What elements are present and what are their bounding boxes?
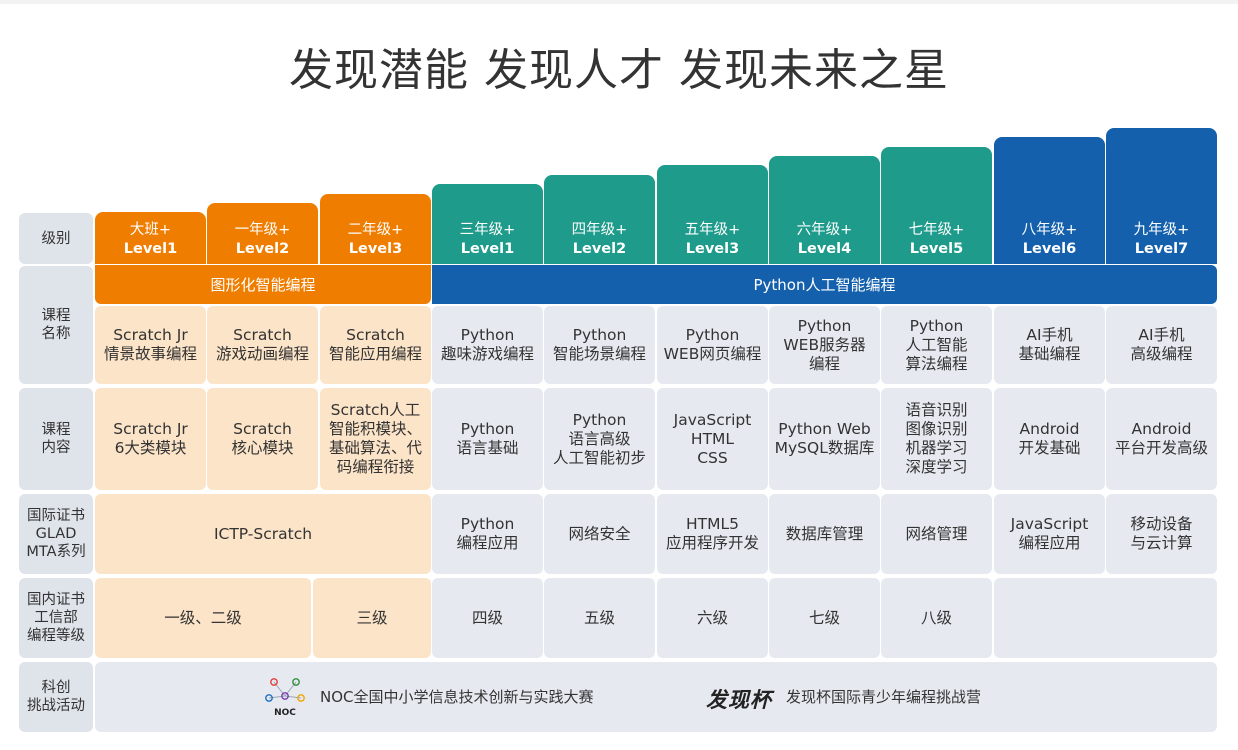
course-name-cell: Python WEB服务器 编程 <box>769 306 880 384</box>
level-number: Level1 <box>123 241 178 257</box>
track-graphical-banner: 图形化智能编程 <box>95 265 431 304</box>
domestic-cert-level3-cell: 三级 <box>313 578 431 658</box>
course-content-cell: Scratch人工 智能积模块、 基础算法、代 码编程衔接 <box>320 388 431 490</box>
fxb-logo: 发现杯 <box>706 688 772 712</box>
level-cell: 六年级+ Level4 <box>769 156 880 264</box>
level-grade: 三年级+ <box>459 222 516 238</box>
level-number: Level4 <box>797 241 852 257</box>
noc-logo-icon: NOC <box>265 678 305 718</box>
row-label-course-name: 课程 名称 <box>19 266 93 384</box>
level-grade: 四年级+ <box>571 222 628 238</box>
level-grade: 大班+ <box>129 222 172 238</box>
level-number: Level5 <box>909 241 964 257</box>
course-name-cell: AI手机 高级编程 <box>1106 306 1217 384</box>
track-python-banner: Python人工智能编程 <box>432 265 1217 304</box>
level-cell: 大班+ Level1 <box>95 212 206 264</box>
course-name-cell: Python WEB网页编程 <box>657 306 768 384</box>
course-content-cell: Android 平台开发高级 <box>1106 388 1217 490</box>
level-cell: 三年级+ Level1 <box>432 184 543 264</box>
course-content-cell: 语音识别 图像识别 机器学习 深度学习 <box>881 388 992 490</box>
level-grade: 六年级+ <box>796 222 853 238</box>
row-label-intl-cert: 国际证书 GLAD MTA系列 <box>19 494 93 574</box>
level-grade: 九年级+ <box>1133 222 1190 238</box>
course-content-cell: Android 开发基础 <box>994 388 1105 490</box>
level-cell: 四年级+ Level2 <box>544 175 655 264</box>
row-label-domestic-cert: 国内证书 工信部 编程等级 <box>19 578 93 658</box>
level-cell: 五年级+ Level3 <box>657 165 768 264</box>
noc-activity-label: NOC全国中小学信息技术创新与实践大赛 <box>320 688 594 706</box>
page-title: 发现潜能 发现人才 发现未来之星 <box>289 45 949 96</box>
row-label-level: 级别 <box>19 213 93 264</box>
course-name-cell: AI手机 基础编程 <box>994 306 1105 384</box>
course-content-cell: Python 语言基础 <box>432 388 543 490</box>
level-grade: 五年级+ <box>684 222 741 238</box>
domestic-cert-cell: 八级 <box>881 578 992 658</box>
course-name-cell: Python 趣味游戏编程 <box>432 306 543 384</box>
course-content-cell: Python Web MySQL数据库 <box>769 388 880 490</box>
intl-cert-cell: 数据库管理 <box>769 494 880 574</box>
intl-cert-cell: Python 编程应用 <box>432 494 543 574</box>
course-name-cell: Scratch Jr 情景故事编程 <box>95 306 206 384</box>
intl-cert-scratch-cell: ICTP-Scratch <box>95 494 431 574</box>
level-number: Level3 <box>685 241 740 257</box>
level-number: Level2 <box>572 241 627 257</box>
level-number: Level3 <box>348 241 403 257</box>
level-cell: 二年级+ Level3 <box>320 194 431 264</box>
level-number: Level6 <box>1022 241 1077 257</box>
domestic-cert-cell: 六级 <box>657 578 768 658</box>
level-grade: 二年级+ <box>347 222 404 238</box>
course-content-cell: JavaScript HTML CSS <box>657 388 768 490</box>
intl-cert-cell: JavaScript 编程应用 <box>994 494 1105 574</box>
level-number: Level7 <box>1134 241 1189 257</box>
domestic-cert-empty-cell <box>994 578 1217 658</box>
level-number: Level1 <box>460 241 515 257</box>
level-cell: 七年级+ Level5 <box>881 147 992 264</box>
fxb-activity-label: 发现杯国际青少年编程挑战营 <box>786 688 982 706</box>
level-cell: 八年级+ Level6 <box>994 137 1105 264</box>
course-name-cell: Scratch 游戏动画编程 <box>207 306 318 384</box>
intl-cert-cell: 网络管理 <box>881 494 992 574</box>
domestic-cert-level12-cell: 一级、二级 <box>95 578 311 658</box>
level-cell: 一年级+ Level2 <box>207 203 318 264</box>
intl-cert-cell: HTML5 应用程序开发 <box>657 494 768 574</box>
domestic-cert-cell: 四级 <box>432 578 543 658</box>
level-cell: 九年级+ Level7 <box>1106 128 1217 264</box>
level-grade: 一年级+ <box>234 222 291 238</box>
course-name-cell: Scratch 智能应用编程 <box>320 306 431 384</box>
course-name-cell: Python 人工智能 算法编程 <box>881 306 992 384</box>
row-label-activity: 科创 挑战活动 <box>19 662 93 732</box>
level-number: Level2 <box>235 241 290 257</box>
top-divider <box>0 0 1238 4</box>
domestic-cert-cell: 五级 <box>544 578 655 658</box>
noc-logo-text: NOC <box>274 708 296 718</box>
intl-cert-cell: 网络安全 <box>544 494 655 574</box>
course-content-cell: Python 语言高级 人工智能初步 <box>544 388 655 490</box>
level-grade: 八年级+ <box>1021 222 1078 238</box>
course-content-cell: Scratch 核心模块 <box>207 388 318 490</box>
intl-cert-cell: 移动设备 与云计算 <box>1106 494 1217 574</box>
course-name-cell: Python 智能场景编程 <box>544 306 655 384</box>
domestic-cert-cell: 七级 <box>769 578 880 658</box>
row-label-course-content: 课程 内容 <box>19 388 93 490</box>
course-content-cell: Scratch Jr 6大类模块 <box>95 388 206 490</box>
level-grade: 七年级+ <box>908 222 965 238</box>
